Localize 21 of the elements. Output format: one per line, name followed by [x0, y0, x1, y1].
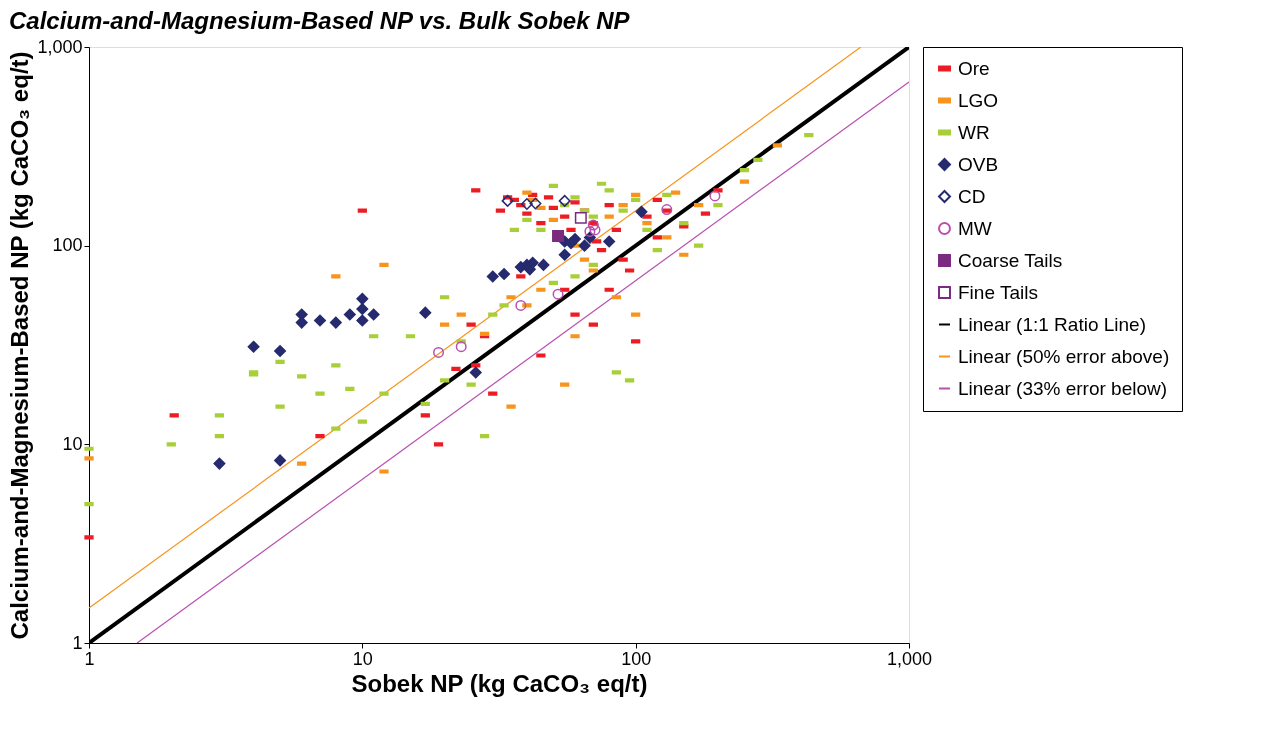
chart-title: Calcium-and-Magnesium-Based NP vs. Bulk Sobek NP: [8, 7, 631, 34]
y-axis-title: Calcium-and-Magnesium-Based NP (kg CaCO₃ eq/t): [6, 51, 34, 640]
y-tick-label: 10: [62, 433, 83, 454]
legend-label: Ore: [958, 57, 990, 79]
legend-label: OVB: [958, 153, 999, 175]
legend-label: Coarse Tails: [958, 249, 1063, 271]
legend-label: Linear (33% error below): [958, 377, 1168, 399]
legend-label: CD: [958, 185, 986, 207]
x-tick-label: 1,000: [886, 648, 933, 669]
x-tick-label: 100: [621, 648, 652, 669]
x-tick-label: 10: [352, 648, 373, 669]
y-tick-label: 100: [52, 235, 83, 256]
legend-label: Fine Tails: [958, 281, 1038, 303]
legend-label: Linear (50% error above): [958, 345, 1170, 367]
y-tick-label: 1,000: [37, 36, 83, 57]
y-tick-label: 1: [72, 632, 83, 653]
x-axis-title: Sobek NP (kg CaCO₃ eq/t): [351, 669, 648, 697]
legend-label: LGO: [958, 89, 999, 111]
legend-label: Linear (1:1 Ratio Line): [958, 313, 1146, 335]
legend-label: WR: [958, 121, 990, 143]
legend-label: MW: [958, 217, 992, 239]
